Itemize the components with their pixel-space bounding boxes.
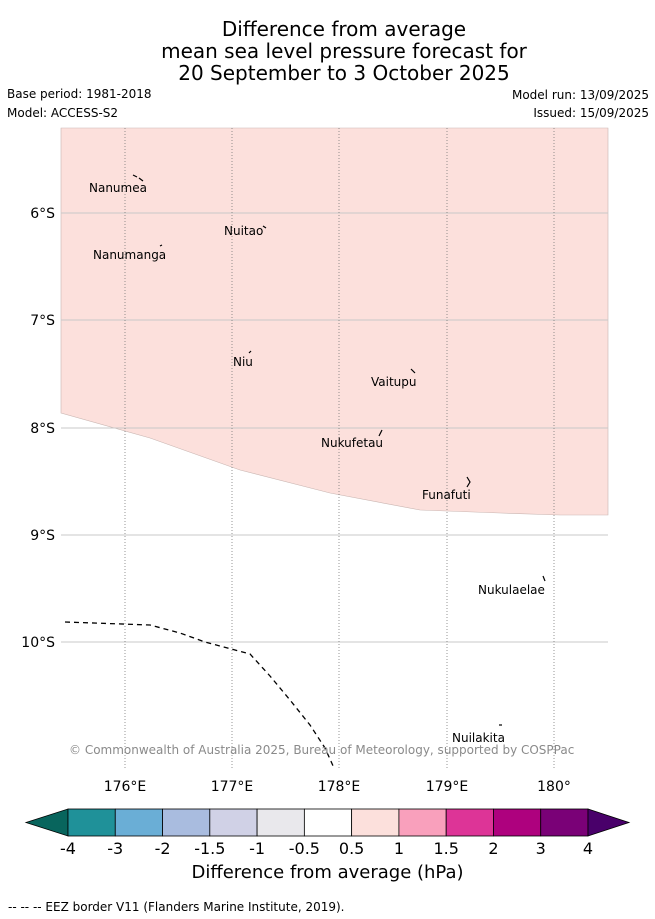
colorbar-tick-label: -3 (107, 839, 123, 858)
colorbar-swatch (540, 808, 589, 837)
colorbar (24, 808, 631, 837)
place-label-funafuti: Funafuti (422, 488, 471, 502)
place-label-vaitupu: Vaitupu (371, 375, 417, 389)
place-label-niu: Niu (233, 355, 253, 369)
eez-legend-note: -- -- -- EEZ border V11 (Flanders Marine… (8, 900, 345, 914)
colorbar-swatch (67, 808, 116, 837)
colorbar-tick-label: 1.5 (433, 839, 458, 858)
colorbar-swatch (114, 808, 163, 837)
base-period-label: Base period: 1981-2018 (7, 87, 152, 101)
colorbar-tick-label: -1 (249, 839, 265, 858)
colorbar-tick-label: 4 (583, 839, 593, 858)
place-label-nukulaelae: Nukulaelae (478, 583, 545, 597)
colorbar-title: Difference from average (hPa) (191, 862, 464, 883)
lat-gridlines (61, 212, 608, 643)
lat-label-8S: 8°S (30, 421, 55, 437)
colorbar-tick-label: -0.5 (289, 839, 320, 858)
colorbar-swatch (162, 808, 211, 837)
issued-label: Issued: 15/09/2025 (533, 106, 649, 120)
colorbar-swatch (256, 808, 305, 837)
place-label-nuitao: Nuitao (224, 224, 263, 238)
title-line-3: 20 September to 3 October 2025 (178, 61, 510, 85)
colorbar-swatch (351, 808, 400, 837)
island-nukulaelae (542, 575, 546, 582)
copyright-notice: © Commonwealth of Australia 2025, Bureau… (69, 743, 574, 757)
colorbar-arrow-high (587, 808, 631, 837)
lat-label-10S: 10°S (21, 635, 55, 651)
lon-label-180: 180° (537, 779, 571, 795)
island-nuitao (262, 225, 267, 229)
colorbar-tick-label: 0.5 (339, 839, 364, 858)
lat-tick-labels: 6°S 7°S 8°S 9°S 10°S (21, 206, 55, 651)
lat-label-6S: 6°S (30, 206, 55, 222)
colorbar-swatch (493, 808, 542, 837)
title-line-2: mean sea level pressure forecast for (161, 39, 527, 63)
colorbar-tick-label: 1 (394, 839, 404, 858)
island-nanumanga (159, 244, 163, 247)
colorbar-swatch (209, 808, 258, 837)
lon-label-179E: 179°E (426, 779, 469, 795)
island-nanumea (132, 174, 144, 182)
island-vaitupu (410, 368, 416, 374)
eez-border-line (64, 621, 335, 769)
island-niu (248, 350, 252, 354)
island-nukufetau (378, 429, 383, 437)
model-run-label: Model run: 13/09/2025 (511, 88, 649, 102)
lon-tick-labels: 176°E 177°E 178°E 179°E 180° (104, 779, 571, 795)
colorbar-arrow-low (24, 808, 69, 837)
place-label-nuilakita: Nuilakita (452, 731, 505, 745)
colorbar-swatch (303, 808, 353, 837)
island-funafuti (466, 476, 471, 488)
model-label: Model: ACCESS-S2 (7, 106, 119, 120)
lat-label-7S: 7°S (30, 313, 55, 329)
colorbar-swatch (445, 808, 494, 837)
lat-label-9S: 9°S (30, 528, 55, 544)
colorbar-tick-label: 3 (536, 839, 546, 858)
place-labels: Nanumea Nuitao Nanumanga Niu Vaitupu Nuk… (89, 181, 545, 745)
island-outlines (132, 174, 546, 726)
map-title: Difference from average mean sea level p… (0, 18, 655, 84)
title-line-1: Difference from average (221, 17, 467, 41)
lon-label-176E: 176°E (104, 779, 147, 795)
place-label-nanumanga: Nanumanga (93, 248, 166, 262)
place-label-nanumea: Nanumea (89, 181, 147, 195)
colorbar-tick-label: -4 (60, 839, 76, 858)
colorbar-tick-label: -1.5 (194, 839, 225, 858)
colorbar-tick-labels: -4 -3 -2 -1.5 -1 -0.5 0.5 1 1.5 2 3 4 (60, 839, 593, 858)
colorbar-tick-label: -2 (155, 839, 171, 858)
anomaly-region-0.5-1 (60, 127, 609, 516)
lon-label-178E: 178°E (318, 779, 361, 795)
colorbar-tick-label: 2 (488, 839, 498, 858)
lon-label-177E: 177°E (211, 779, 254, 795)
colorbar-swatch (398, 808, 447, 837)
place-label-nukufetau: Nukufetau (321, 436, 383, 450)
